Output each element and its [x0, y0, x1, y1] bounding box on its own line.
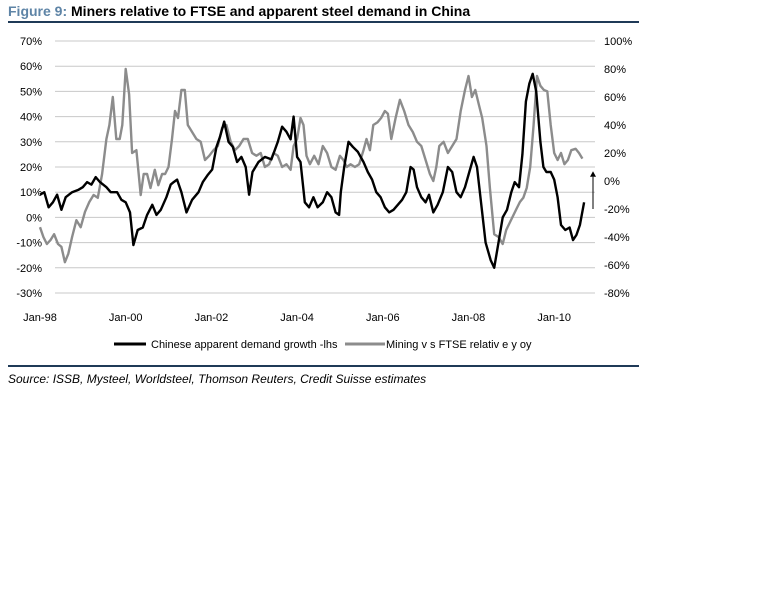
left-tick-label: -10%	[16, 238, 42, 250]
legend-label-mining-vs-ftse: Mining v s FTSE relativ e y oy	[386, 339, 532, 351]
left-tick-label: 0%	[26, 212, 42, 224]
line-chart: 70% 60% 50% 40% 30% 20% 10% 0% -10% -20% -30% 100%…	[16, 36, 632, 351]
right-tick-label: 0%	[604, 176, 620, 188]
figure-title: Figure 9: Miners relative to FTSE and ap…	[8, 3, 470, 19]
x-tick-label: Jan-10	[537, 312, 571, 324]
right-tick-label: 100%	[604, 36, 632, 48]
end-arrow-head	[590, 171, 596, 177]
grid-lines	[55, 40, 595, 294]
left-tick-label: 60%	[20, 61, 42, 73]
x-axis-labels: Jan-98 Jan-00 Jan-02 Jan-04 Jan-06 Jan-08 Jan-…	[23, 312, 571, 324]
left-tick-label: 10%	[20, 187, 42, 199]
source-rule	[8, 365, 639, 367]
right-tick-label: -60%	[604, 260, 630, 272]
right-axis-labels: 100% 80% 60% 40% 20% 0% -20% -40% -60% -80%	[604, 36, 632, 300]
x-tick-label: Jan-08	[452, 312, 486, 324]
series-lines	[38, 67, 596, 269]
left-tick-label: 20%	[20, 162, 42, 174]
right-tick-label: 20%	[604, 148, 626, 160]
right-tick-label: 40%	[604, 120, 626, 132]
x-tick-label: Jan-04	[280, 312, 314, 324]
left-axis-labels: 70% 60% 50% 40% 30% 20% 10% 0% -10% -20% -30%	[16, 36, 42, 300]
figure-title-text: Miners relative to FTSE and apparent ste…	[71, 3, 471, 19]
left-tick-label: 50%	[20, 86, 42, 98]
right-tick-label: -40%	[604, 232, 630, 244]
china-demand-line	[39, 72, 586, 269]
left-tick-label: 30%	[20, 137, 42, 149]
legend: Chinese apparent demand growth -lhs Minin…	[114, 339, 532, 351]
x-tick-label: Jan-06	[366, 312, 400, 324]
right-tick-label: 60%	[604, 92, 626, 104]
source-note: Source: ISSB, Mysteel, Worldsteel, Thoms…	[8, 372, 427, 386]
left-tick-label: 40%	[20, 112, 42, 124]
left-tick-label: 70%	[20, 36, 42, 48]
legend-label-china-demand: Chinese apparent demand growth -lhs	[151, 339, 338, 351]
x-tick-label: Jan-02	[195, 312, 229, 324]
left-tick-label: -30%	[16, 288, 42, 300]
x-tick-label: Jan-98	[23, 312, 57, 324]
title-rule	[8, 21, 639, 23]
figure-label: Figure 9:	[8, 3, 68, 19]
left-tick-label: -20%	[16, 263, 42, 275]
right-tick-label: 80%	[604, 64, 626, 76]
x-tick-label: Jan-00	[109, 312, 143, 324]
right-tick-label: -80%	[604, 288, 630, 300]
right-tick-label: -20%	[604, 204, 630, 216]
